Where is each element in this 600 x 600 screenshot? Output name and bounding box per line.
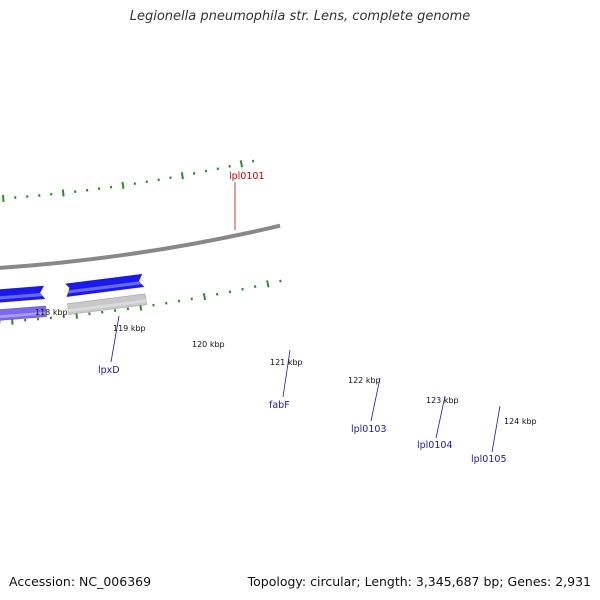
callout-lpl0104	[435, 395, 446, 439]
kbp-label-123: 123 kbp	[426, 396, 459, 405]
outer-tick	[228, 164, 231, 168]
callout-lpxd	[110, 315, 120, 363]
gene-label-lpxd[interactable]: lpxD	[98, 365, 120, 376]
gene-features	[0, 273, 148, 321]
kbp-label-120: 120 kbp	[192, 340, 225, 349]
gene-cds-6	[0, 285, 46, 303]
gene-label-lpl0105[interactable]: lpl0105	[471, 454, 507, 465]
gene-gray-2-shine	[68, 299, 147, 313]
gene-label-lpl0104[interactable]: lpl0104	[417, 440, 453, 451]
gene-lpl0105	[0, 305, 48, 321]
gene-lpl0105-shine	[0, 311, 47, 318]
gene-cds-6-shine	[0, 292, 45, 300]
gene-label-lpl0101[interactable]: lpl0101	[229, 171, 265, 182]
outer-tick	[180, 171, 184, 180]
inner-tick	[253, 285, 257, 289]
gene-cds-7	[64, 273, 145, 298]
genome-summary-text: Topology: circular; Length: 3,345,687 bp…	[247, 574, 591, 589]
kbp-label-122: 122 kbp	[348, 376, 381, 385]
outer-tick	[61, 189, 65, 197]
callout-fabf	[282, 349, 291, 398]
inner-tick	[241, 287, 244, 291]
inner-tick	[266, 280, 270, 288]
backbone-arc	[0, 223, 281, 270]
kbp-label-119: 119 kbp	[113, 324, 146, 333]
tick-marks	[0, 159, 282, 325]
gene-labels: lpl0101 lpxD fabF lpl0103 lpl0104 lpl010…	[98, 171, 507, 465]
map-title: Legionella pneumophila str. Lens, comple…	[129, 9, 471, 24]
gene-gray-2	[67, 293, 148, 315]
gene-label-fabf[interactable]: fabF	[269, 400, 290, 411]
kbp-label-118: 118 kbp	[35, 308, 68, 317]
genome-backbone	[0, 223, 281, 270]
outer-tick	[216, 167, 220, 171]
callout-lpl0105	[491, 405, 501, 453]
outer-tick	[251, 159, 255, 163]
gene-label-lpl0103[interactable]: lpl0103	[351, 424, 387, 435]
kbp-label-121: 121 kbp	[270, 358, 303, 367]
inner-tick	[202, 292, 207, 301]
kbp-label-124: 124 kbp	[504, 417, 537, 426]
outer-tick	[2, 194, 5, 203]
kbp-labels: 118 kbp 119 kbp 120 kbp 121 kbp 122 kbp …	[35, 308, 537, 426]
outer-tick	[239, 160, 244, 168]
gene-cds-7-shine	[66, 280, 144, 294]
outer-tick	[121, 181, 125, 189]
callout-lpl0103	[370, 377, 381, 422]
accession-text: Accession: NC_006369	[9, 574, 152, 589]
inner-tick	[279, 279, 282, 283]
